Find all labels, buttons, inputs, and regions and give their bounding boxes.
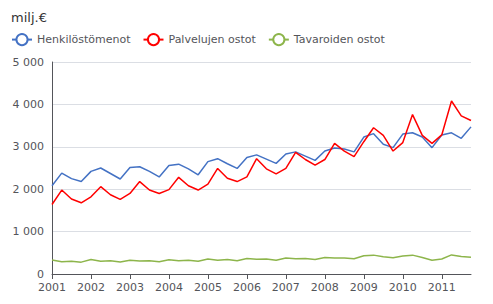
svg-text:2006: 2006 <box>233 281 261 294</box>
svg-text:2005: 2005 <box>194 281 222 294</box>
svg-text:5 000: 5 000 <box>13 56 45 69</box>
svg-text:Henkilöstömenot: Henkilöstömenot <box>37 33 131 46</box>
svg-text:2003: 2003 <box>116 281 144 294</box>
svg-text:Tavaroiden ostot: Tavaroiden ostot <box>293 33 386 46</box>
svg-text:1 000: 1 000 <box>13 225 45 238</box>
svg-text:2011: 2011 <box>428 281 456 294</box>
svg-text:3 000: 3 000 <box>13 140 45 153</box>
svg-text:2001: 2001 <box>38 281 66 294</box>
svg-text:milj.€: milj.€ <box>11 10 47 25</box>
svg-text:2008: 2008 <box>311 281 339 294</box>
svg-text:2002: 2002 <box>77 281 105 294</box>
svg-text:2004: 2004 <box>155 281 183 294</box>
svg-text:Palvelujen ostot: Palvelujen ostot <box>168 33 256 46</box>
svg-text:4 000: 4 000 <box>13 98 45 111</box>
svg-text:0: 0 <box>37 268 44 281</box>
svg-text:2007: 2007 <box>272 281 300 294</box>
svg-text:2010: 2010 <box>389 281 417 294</box>
svg-text:2009: 2009 <box>350 281 378 294</box>
svg-text:2 000: 2 000 <box>13 183 45 196</box>
